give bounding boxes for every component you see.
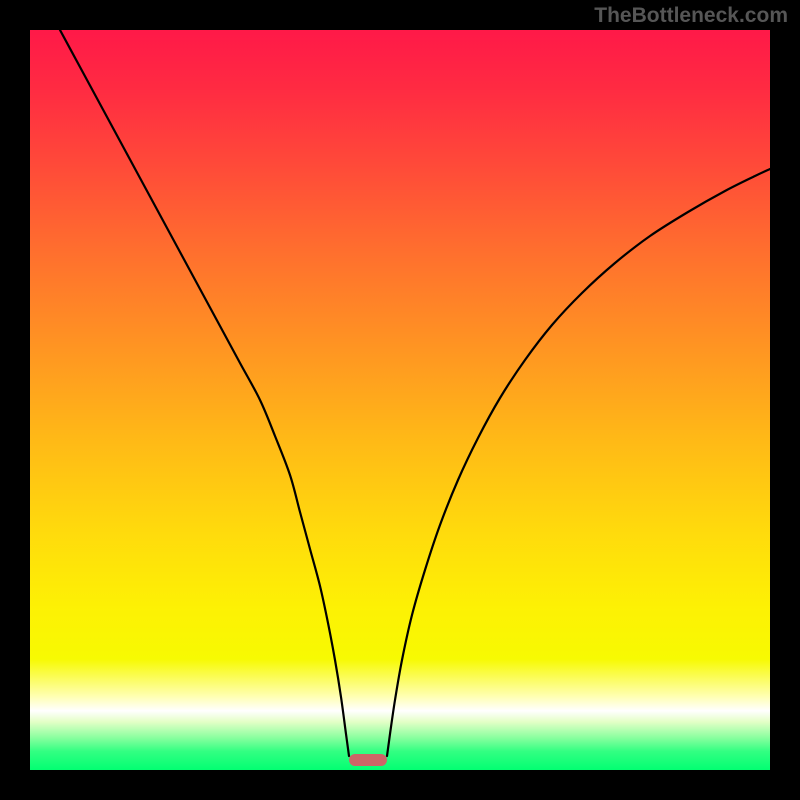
gradient-background	[30, 30, 770, 770]
plot-area	[30, 30, 770, 770]
watermark-text: TheBottleneck.com	[594, 4, 788, 28]
chart-container: TheBottleneck.com	[0, 0, 800, 800]
min-marker	[349, 754, 387, 766]
